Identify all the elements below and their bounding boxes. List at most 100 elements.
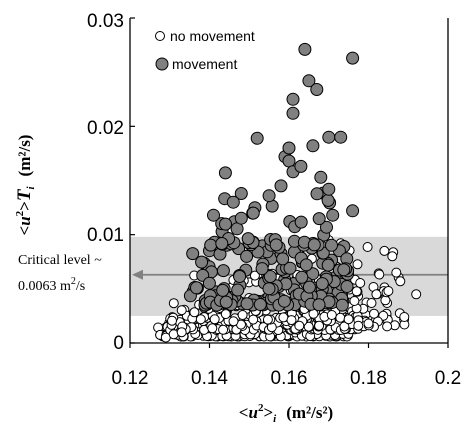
no-movement-point-566: [383, 286, 394, 296]
movement-point-196: [346, 51, 360, 65]
y-tick-0: 0: [113, 333, 124, 354]
movement-point-218: [346, 204, 360, 218]
critical-level-value: 0.0063 m2/s: [18, 276, 85, 294]
movement-point-165: [204, 238, 218, 252]
movement-point-144: [337, 263, 351, 277]
no-movement-point-570: [399, 312, 410, 322]
no-movement-point-535: [366, 298, 377, 308]
movement-point-211: [294, 159, 308, 173]
movement-point-186: [234, 211, 248, 225]
movement-point-133: [240, 297, 254, 311]
y-label-var: u: [15, 216, 34, 225]
movement-point-122: [321, 258, 335, 272]
y-label-lt: <: [15, 226, 34, 236]
movement-point-201: [250, 131, 264, 145]
no-movement-point-562: [176, 327, 187, 338]
no-movement-point-572: [363, 318, 374, 329]
no-movement-point-558: [314, 320, 325, 331]
movement-point-129: [262, 282, 276, 296]
movement-point-178: [325, 238, 338, 252]
x-label-gt: >: [263, 403, 273, 422]
no-movement-point-456: [248, 314, 259, 325]
critical-level-unit: /s: [76, 279, 85, 294]
critical-level-label: Critical level ~: [18, 253, 102, 268]
movement-point-183: [246, 206, 260, 220]
y-label-gt: >: [15, 201, 34, 211]
no-movement-point-544: [355, 278, 366, 288]
no-movement-point-473: [228, 316, 239, 327]
y-label-t: T: [14, 188, 35, 201]
movement-point-70: [195, 255, 209, 269]
movement-point-219: [326, 208, 340, 222]
movement-point-18: [186, 247, 200, 261]
y-label-sup: 2: [14, 210, 26, 216]
legend-label-no-movement: no movement: [170, 28, 255, 44]
y-axis-label: <u2>Ti (m²/s): [14, 135, 37, 236]
movement-point-146: [302, 280, 316, 294]
movement-point-103: [295, 270, 309, 284]
movement-point-84: [216, 264, 230, 278]
legend-label-movement: movement: [172, 56, 237, 72]
x-label-lt: <: [239, 403, 249, 422]
movement-point-215: [262, 189, 276, 203]
no-movement-point-565: [371, 289, 382, 300]
legend-marker-no-movement: [155, 31, 165, 41]
movement-point-102: [276, 252, 290, 266]
no-movement-point-497: [303, 321, 314, 332]
no-movement-point-480: [249, 270, 260, 281]
movement-point-132: [233, 270, 247, 283]
no-movement-point-442: [335, 312, 346, 323]
tick-marks: [129, 17, 449, 348]
x-label-sup: 2: [258, 402, 264, 414]
movement-point-177: [321, 193, 335, 207]
no-movement-point-556: [369, 308, 379, 319]
critical-arrowhead: [132, 269, 143, 280]
y-tick-1: 0.01: [87, 225, 124, 246]
movement-point-168: [310, 187, 324, 201]
no-movement-point-554: [374, 269, 385, 280]
no-movement-point-571: [411, 289, 422, 300]
x-tick-3: 0.18: [350, 368, 387, 389]
movement-point-208: [218, 166, 232, 180]
movement-point-213: [322, 182, 336, 196]
no-movement-point-295: [168, 298, 179, 309]
movement-point-145: [240, 249, 254, 263]
movement-point-194: [241, 232, 255, 246]
movement-point-212: [274, 179, 288, 193]
no-movement-point-573: [343, 314, 354, 325]
movement-point-217: [207, 208, 220, 222]
critical-level-number: 0.0063 m: [18, 279, 71, 294]
movement-point-172: [269, 238, 283, 252]
no-movement-point-449: [195, 314, 206, 325]
points-layer: [153, 42, 422, 343]
x-label-sub: i: [273, 413, 277, 425]
no-movement-point-443: [262, 314, 273, 325]
movement-point-187: [294, 215, 308, 229]
x-tick-0: 0.12: [112, 368, 149, 389]
x-axis-label: <u2>i (m²/s²): [239, 402, 333, 425]
movement-point-121: [299, 258, 313, 272]
no-movement-point-389: [207, 323, 218, 334]
no-movement-point-284: [176, 305, 187, 316]
no-movement-point-460: [220, 309, 231, 320]
no-movement-point-512: [352, 259, 363, 270]
x-label-units: (m²/s²): [286, 403, 333, 422]
y-label-sub: i: [25, 186, 37, 190]
no-movement-point-455: [209, 314, 220, 325]
movement-point-137: [255, 262, 269, 276]
no-movement-point-549: [339, 321, 350, 332]
movement-point-202: [322, 130, 336, 144]
movement-point-191: [312, 212, 326, 226]
movement-point-142: [277, 294, 291, 308]
x-tick-2: 0.16: [271, 368, 308, 389]
no-movement-point-511: [286, 315, 297, 326]
no-movement-point-364: [218, 324, 229, 335]
legend-marker-movement: [155, 57, 169, 71]
movement-point-188: [215, 237, 229, 250]
no-movement-point-494: [362, 242, 373, 252]
no-movement-point-547: [349, 296, 360, 306]
movement-point-203: [334, 130, 348, 144]
x-tick-4: 0.2: [435, 368, 461, 389]
movement-point-206: [282, 141, 296, 155]
no-movement-point-552: [353, 320, 364, 331]
